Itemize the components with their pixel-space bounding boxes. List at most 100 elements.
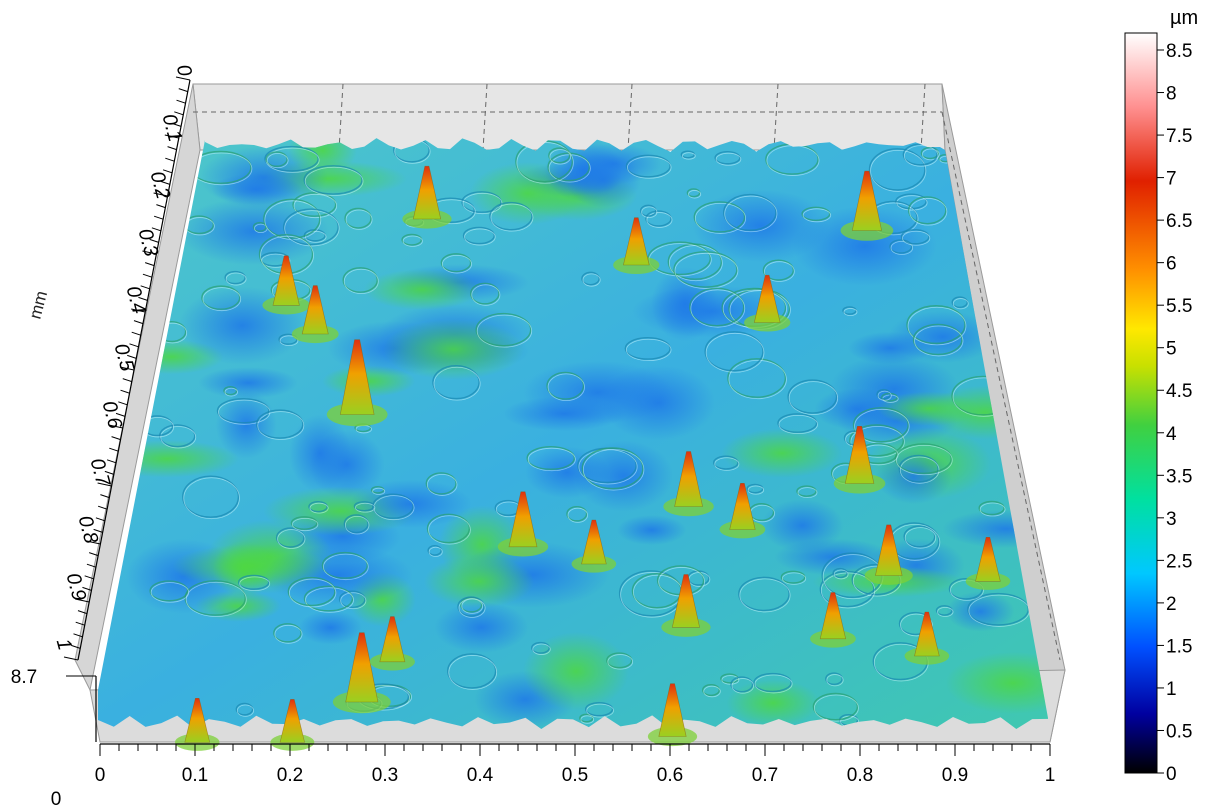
contour-ring (713, 455, 739, 470)
contour-ring (624, 337, 671, 360)
contour-highlight (715, 152, 742, 166)
surface-region (721, 428, 843, 478)
contour-ring (470, 282, 500, 305)
contour-ring (723, 193, 777, 231)
contour-highlight (160, 426, 197, 449)
contour-highlight (448, 655, 498, 690)
colorbar-tick-label: 1 (1166, 679, 1177, 700)
plot-box (74, 83, 1066, 743)
contour-highlight (266, 153, 289, 169)
side-grid-line (941, 111, 1061, 661)
y-minor-tick (122, 378, 132, 383)
contour-ring (686, 188, 701, 198)
contour-ring (852, 407, 909, 443)
contour-highlight (681, 152, 696, 160)
surface-peak (345, 632, 379, 703)
contour-highlight (461, 598, 484, 614)
y-minor-tick (73, 633, 83, 638)
surface-region (288, 138, 357, 176)
contour-ring (581, 447, 644, 490)
contour-ring (263, 198, 321, 239)
y-minor-tick (174, 111, 184, 116)
contour-ring (224, 270, 246, 285)
y-major-tick (63, 656, 79, 661)
contour-highlight (183, 477, 240, 520)
y-minor-tick (162, 169, 173, 174)
contour-highlight (150, 582, 190, 603)
contour-highlight (877, 390, 892, 401)
surface-peak (819, 592, 847, 640)
y-minor-tick (171, 122, 182, 127)
contour-highlight (937, 606, 954, 617)
contour-ring (812, 692, 859, 721)
surface-region (503, 396, 626, 432)
contour-ring (342, 267, 379, 293)
contour-highlight (355, 502, 376, 513)
y-minor-tick (178, 88, 188, 93)
contour-highlight (914, 325, 964, 357)
contour-ring (701, 683, 721, 697)
contour-highlight (850, 426, 905, 458)
back-grid-line (338, 83, 344, 151)
contour-highlight (428, 546, 443, 557)
surface-region (616, 515, 687, 546)
y-minor-tick (142, 273, 153, 278)
contour-highlight (788, 381, 839, 415)
contour-highlight (293, 193, 338, 219)
surface-region (423, 555, 535, 608)
contour-highlight (458, 598, 486, 618)
y-major-tick (164, 134, 179, 139)
contour-highlight (907, 306, 967, 346)
contour-ring (338, 590, 366, 608)
y-minor-tick (82, 586, 92, 591)
colorbar-tick-label: 2 (1166, 594, 1177, 615)
surface-texture (98, 138, 1048, 729)
contour-highlight (890, 241, 914, 255)
contour-ring (689, 287, 745, 327)
contour-ring (447, 653, 497, 689)
contour-ring (967, 592, 1029, 626)
contour-ring (639, 204, 657, 217)
contour-ring (256, 409, 304, 439)
contour-highlight (843, 308, 858, 317)
z-axis: 08.7 (11, 667, 97, 807)
contour-highlight (236, 704, 255, 717)
contour-highlight (586, 703, 614, 718)
contour-highlight (625, 338, 672, 362)
y-minor-tick (167, 146, 177, 151)
surface-region (761, 499, 844, 552)
contour-ring (907, 196, 947, 225)
surface-region (434, 601, 529, 653)
contour-highlight (781, 572, 807, 585)
x-tick-label: 0.7 (752, 765, 778, 786)
contour-ring (401, 233, 423, 246)
contour-ring (303, 585, 354, 612)
contour-highlight (728, 359, 787, 400)
contour-highlight (582, 273, 601, 287)
contour-ring (762, 259, 795, 281)
back-wall-grid (193, 83, 1061, 661)
y-minor-tick (106, 459, 117, 464)
contour-ring (680, 150, 695, 159)
contour-highlight (277, 529, 306, 549)
contour-highlight (344, 516, 370, 535)
surface-peak (753, 274, 781, 323)
contour-highlight (902, 230, 931, 246)
contour-ring (825, 672, 843, 686)
contour-highlight (674, 252, 739, 289)
surface-peak (508, 491, 538, 548)
surface-region (848, 331, 933, 365)
contour-ring (303, 165, 363, 195)
back-grid-line (482, 83, 488, 151)
contour-highlight (279, 335, 299, 347)
contour-highlight (224, 387, 238, 397)
surface-peaks (174, 165, 1011, 751)
y-minor-tick (138, 296, 148, 301)
contour-highlight (309, 502, 329, 514)
contour-highlight (802, 208, 832, 223)
colorbar-ticks: 0 0.5 1 1.5 2 2.5 3 3.5 4 4.5 5 5.5 6 6.5 7 7.5 8 8.5 (1157, 41, 1192, 785)
contour-highlight (345, 209, 373, 230)
contour-ring (832, 567, 848, 579)
contour-ring (531, 641, 551, 654)
